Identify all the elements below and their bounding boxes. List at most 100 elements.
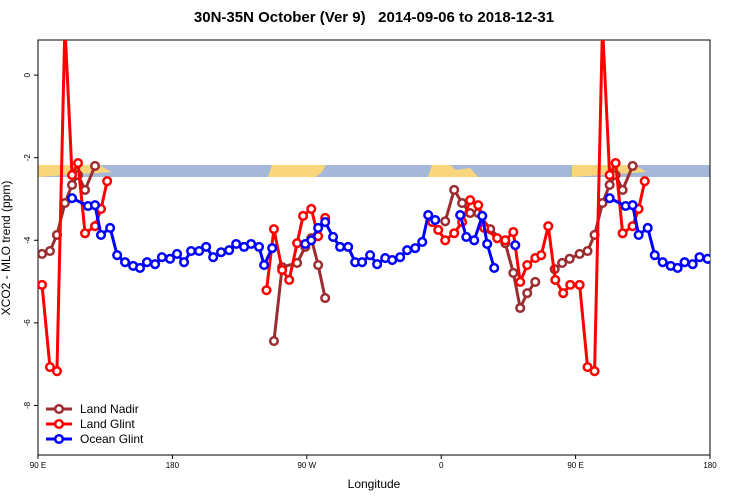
data-point	[417, 236, 428, 247]
x-tick-label: 90 E	[567, 461, 583, 470]
legend-marker	[53, 433, 65, 445]
data-point	[44, 361, 55, 373]
data-point	[589, 366, 600, 377]
data-point	[522, 259, 533, 271]
data-point	[543, 221, 554, 232]
data-point	[44, 245, 55, 257]
chart-title: 30N-35N October (Ver 9) 2014-09-06 to 20…	[194, 9, 554, 26]
data-point	[261, 285, 272, 296]
data-point	[550, 274, 561, 285]
data-point	[582, 361, 593, 373]
data-point	[515, 302, 526, 314]
data-point	[477, 210, 488, 221]
data-point	[515, 276, 526, 288]
data-point	[178, 257, 190, 268]
plot-area	[38, 22, 710, 377]
data-point	[268, 335, 279, 347]
y-tick-label: -4	[23, 236, 32, 244]
land-strip	[268, 165, 326, 177]
data-point	[164, 253, 176, 264]
data-point	[357, 257, 368, 268]
data-point	[343, 241, 354, 252]
x-tick-label: 0	[439, 461, 444, 470]
data-point	[657, 257, 668, 268]
data-point	[313, 259, 324, 271]
data-point	[604, 193, 615, 204]
data-point	[510, 240, 521, 251]
y-tick-label: -8	[23, 401, 32, 409]
data-point	[395, 252, 406, 263]
data-point	[320, 293, 331, 304]
data-point	[105, 222, 116, 233]
data-point	[150, 259, 161, 270]
data-point	[627, 200, 638, 211]
data-point	[313, 222, 324, 233]
data-point	[457, 198, 468, 209]
data-point	[558, 288, 569, 299]
data-point	[231, 238, 242, 250]
data-point	[582, 245, 593, 257]
data-point	[410, 243, 421, 254]
ocean-strip	[38, 165, 710, 177]
data-point	[66, 169, 78, 181]
data-point	[253, 241, 265, 252]
data-point	[672, 262, 683, 273]
legend-label: Land Nadir	[80, 402, 139, 416]
data-point	[51, 366, 63, 377]
data-point	[469, 235, 480, 246]
data-point	[489, 262, 500, 273]
data-point	[268, 224, 279, 235]
data-point	[328, 231, 339, 243]
data-point	[66, 193, 78, 204]
data-point	[194, 245, 205, 257]
x-tick-label: 90 E	[30, 461, 46, 470]
data-point	[134, 262, 146, 273]
data-point	[61, 22, 69, 30]
legend-marker	[53, 403, 65, 415]
data-point	[508, 226, 519, 238]
data-point	[120, 257, 131, 268]
legend-label: Ocean Glint	[80, 432, 144, 446]
data-point	[365, 250, 376, 261]
data-point	[38, 248, 48, 259]
data-point	[565, 279, 576, 290]
data-point	[259, 259, 270, 271]
data-point	[536, 250, 547, 261]
data-point	[465, 195, 476, 206]
data-point	[402, 245, 413, 256]
legend-label: Land Glint	[80, 417, 135, 431]
data-point	[298, 210, 309, 221]
data-point	[201, 241, 212, 252]
data-point	[557, 257, 568, 269]
data-point	[216, 247, 227, 258]
data-point	[38, 279, 48, 290]
data-point	[141, 257, 153, 268]
data-point	[449, 184, 460, 195]
data-point	[574, 279, 585, 290]
data-point	[627, 160, 638, 171]
data-point	[372, 259, 383, 270]
data-point	[387, 255, 398, 266]
data-point	[246, 238, 257, 250]
data-point	[702, 253, 710, 264]
data-point	[642, 222, 653, 233]
data-point	[102, 176, 113, 187]
data-point	[224, 245, 235, 256]
data-point	[649, 250, 660, 261]
y-tick-label: -2	[23, 154, 32, 162]
data-point	[292, 238, 303, 249]
data-point	[492, 233, 503, 244]
data-point	[156, 252, 167, 263]
data-point	[687, 259, 698, 270]
data-point	[599, 22, 607, 30]
x-axis-label: Longitude	[348, 477, 401, 491]
series-line	[40, 40, 647, 373]
data-point	[440, 216, 451, 227]
data-point	[95, 229, 107, 240]
data-point	[679, 257, 690, 268]
data-point	[423, 210, 434, 221]
data-point	[72, 158, 84, 169]
data-point	[284, 274, 295, 285]
data-point	[277, 264, 288, 276]
